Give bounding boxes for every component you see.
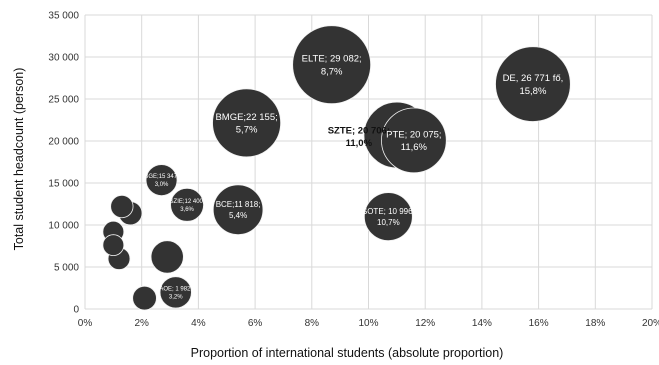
- bubble-label-line: SZIE;12 400;: [170, 199, 205, 205]
- bubble-label-line: SOTE; 10 996;: [362, 207, 415, 216]
- bubble-label: DE, 26 771 fő, 15,8%: [503, 73, 564, 97]
- bubble-label-line: BCE;11 818;: [216, 200, 261, 209]
- bubble-label: BMGE;22 155; 5,7%: [215, 112, 277, 136]
- bubble-label-line: 3,6%: [180, 207, 194, 213]
- x-tick-label: 8%: [305, 318, 320, 329]
- x-tick-label: 16%: [529, 318, 549, 329]
- bubble: [132, 285, 157, 311]
- x-axis-ticks: 0% 2% 4% 6% 8% 10% 12% 14% 16% 18% 20%: [78, 318, 659, 329]
- x-tick-label: 14%: [472, 318, 492, 329]
- bubble: [110, 194, 134, 219]
- bubble-label: BCE;11 818; 5,4%: [216, 200, 261, 220]
- bubble-label-line: PTE; 20 075;: [386, 129, 441, 140]
- y-tick-label: 20 000: [48, 137, 79, 148]
- y-tick-label: 5 000: [54, 263, 79, 274]
- bubble-label-line: 11,0%: [346, 138, 373, 149]
- y-tick-label: 15 000: [48, 179, 79, 190]
- x-axis-title: Proportion of international students (ab…: [191, 346, 504, 360]
- bubble: [159, 276, 192, 309]
- y-axis-title: Total student headcount (person): [12, 68, 26, 251]
- bubble-label: SZTE; 20 706; 11,0%: [328, 125, 390, 149]
- bubble-label-line: BMGE;22 155;: [215, 112, 277, 123]
- bubble: [363, 192, 413, 242]
- x-tick-label: 2%: [134, 318, 149, 329]
- bubble: [292, 25, 372, 105]
- bubble-label: AOE; 1 982; 3,2%: [159, 286, 192, 300]
- x-tick-label: 0%: [78, 318, 93, 329]
- bubble: [495, 46, 571, 122]
- bubble-label-line: 3,0%: [155, 182, 169, 188]
- y-tick-label: 35 000: [48, 11, 79, 22]
- bubble-label-line: 5,4%: [229, 211, 247, 220]
- bubble-label-line: 10,7%: [377, 218, 400, 227]
- x-tick-label: 18%: [585, 318, 605, 329]
- bubble-label: PTE; 20 075; 11,6%: [386, 129, 441, 153]
- x-tick-label: 20%: [642, 318, 659, 329]
- bubble-label-line: 11,6%: [401, 142, 428, 153]
- bubble-label-line: DE, 26 771 fő,: [503, 73, 564, 84]
- bubble: [170, 187, 204, 222]
- bubble-label-line: ELTE; 29 082;: [302, 54, 362, 65]
- x-tick-label: 4%: [191, 318, 206, 329]
- x-tick-label: 12%: [415, 318, 435, 329]
- bubble-label-line: SZTE; 20 706;: [328, 125, 390, 136]
- bubbles: [102, 25, 571, 311]
- bubble-label: ELTE; 29 082; 8,7%: [302, 54, 362, 78]
- bubble-label-line: 3,2%: [169, 295, 183, 301]
- x-tick-label: 6%: [248, 318, 263, 329]
- bubble-label: SZIE;12 400; 3,6%: [170, 199, 205, 213]
- bubble-label-line: 5,7%: [236, 125, 258, 136]
- bubble: [212, 88, 282, 158]
- y-tick-label: 30 000: [48, 53, 79, 64]
- bubble-label: BGE;15 347; 3,0%: [144, 174, 179, 188]
- bubble: [145, 164, 178, 196]
- bubble-label-line: BGE;15 347;: [144, 174, 179, 180]
- bubble-label-line: 8,7%: [321, 66, 343, 77]
- bubble-label-line: 15,8%: [519, 86, 546, 97]
- y-tick-label: 25 000: [48, 95, 79, 106]
- x-tick-label: 10%: [358, 318, 378, 329]
- bubble-labels: ELTE; 29 082; 8,7% DE, 26 771 fő, 15,8% PTE;…: [144, 54, 563, 301]
- y-tick-label: 0: [73, 305, 79, 316]
- y-tick-label: 10 000: [48, 221, 79, 232]
- bubble-label-line: AOE; 1 982;: [159, 286, 192, 292]
- bubble: [381, 107, 447, 174]
- bubble: [212, 184, 264, 235]
- bubble: [150, 240, 184, 274]
- y-axis-ticks: 0 5 000 10 000 15 000 20 000 25 000 30 000 35 0…: [48, 11, 79, 316]
- bubble: [102, 234, 125, 257]
- bubble-label: SOTE; 10 996; 10,7%: [362, 207, 415, 227]
